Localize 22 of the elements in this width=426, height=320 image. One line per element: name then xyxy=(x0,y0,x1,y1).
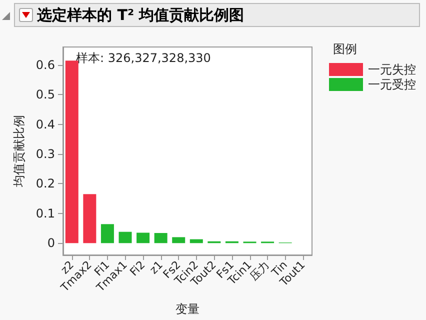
y-tick-label: 0.1 xyxy=(36,206,55,220)
bar xyxy=(100,224,114,244)
y-tick-label: 0.5 xyxy=(36,88,55,102)
y-tick-label: 0 xyxy=(47,236,55,250)
y-tick-label: 0.3 xyxy=(36,146,55,161)
legend-label: 一元失控 xyxy=(368,62,416,76)
x-axis-title: 变量 xyxy=(176,302,200,316)
legend-label: 一元受控 xyxy=(368,78,416,92)
y-tick-label: 0.6 xyxy=(36,58,55,72)
bar xyxy=(136,232,150,244)
bar xyxy=(154,233,168,244)
annotation: 样本: 326,327,328,330 xyxy=(76,51,211,65)
y-tick-label: 0.2 xyxy=(36,176,55,191)
bar xyxy=(190,239,203,244)
legend-title: 图例 xyxy=(333,42,357,56)
y-axis-title: 均值贡献比例 xyxy=(12,115,26,188)
bar xyxy=(83,194,96,244)
bar xyxy=(118,232,132,244)
x-tick-label: Fi2 xyxy=(127,258,148,279)
y-tick-label: 0.4 xyxy=(36,117,55,132)
chart-title: 选定样本的 T² 均值贡献比例图 xyxy=(37,6,244,24)
bar xyxy=(172,237,186,244)
